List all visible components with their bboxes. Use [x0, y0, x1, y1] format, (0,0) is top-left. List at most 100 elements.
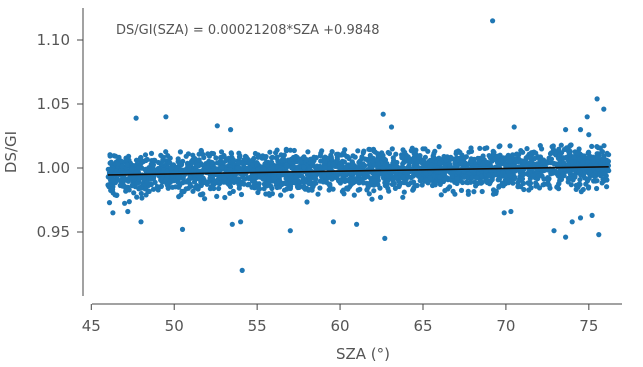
data-point — [146, 169, 152, 175]
data-point — [454, 176, 460, 182]
data-point — [556, 156, 562, 162]
data-point — [138, 190, 144, 197]
data-point — [186, 165, 192, 171]
data-point — [164, 168, 170, 174]
data-point — [171, 170, 177, 176]
data-point — [566, 151, 572, 157]
data-point — [427, 175, 433, 181]
data-point — [377, 194, 384, 200]
data-point — [411, 156, 417, 162]
data-point — [267, 149, 273, 155]
data-point — [507, 173, 513, 179]
data-point — [183, 179, 189, 185]
data-point — [601, 106, 607, 112]
data-point — [471, 189, 477, 195]
data-point — [509, 152, 516, 158]
data-point — [437, 160, 443, 166]
data-point — [573, 186, 579, 192]
data-point — [386, 188, 392, 194]
data-point — [252, 150, 258, 157]
data-point — [187, 174, 193, 180]
data-point — [506, 158, 512, 164]
data-point — [590, 158, 597, 164]
data-point — [106, 200, 113, 206]
data-point — [400, 147, 406, 153]
data-point — [349, 159, 355, 165]
data-point — [148, 176, 154, 182]
data-point — [505, 177, 511, 183]
data-point — [190, 188, 196, 194]
data-point — [307, 187, 313, 193]
data-point — [283, 146, 289, 152]
data-point — [117, 182, 123, 189]
data-point — [572, 173, 578, 179]
data-point — [371, 178, 377, 184]
data-point — [561, 160, 567, 166]
data-point — [401, 189, 407, 195]
data-point — [530, 173, 536, 179]
data-point — [556, 146, 562, 152]
data-point — [181, 188, 187, 195]
data-point — [216, 185, 222, 192]
data-point — [385, 178, 391, 184]
x-axis-title: SZA (°) — [336, 345, 390, 363]
data-point — [386, 150, 393, 157]
data-point — [310, 160, 316, 166]
data-point — [321, 173, 327, 179]
data-point — [124, 162, 130, 168]
data-point — [274, 154, 280, 160]
data-point — [177, 149, 183, 155]
data-point — [494, 153, 500, 159]
data-point — [209, 161, 215, 167]
data-point — [410, 173, 416, 179]
data-point — [571, 155, 577, 161]
data-point — [144, 179, 150, 185]
data-point — [567, 176, 573, 182]
data-point — [400, 194, 406, 200]
data-point — [499, 180, 505, 186]
data-point — [455, 169, 461, 175]
data-point — [584, 159, 590, 165]
data-point — [315, 191, 321, 197]
data-point — [475, 180, 481, 187]
data-point — [163, 149, 169, 155]
data-point — [372, 149, 378, 155]
data-point — [458, 187, 465, 193]
data-point — [371, 182, 377, 188]
regression-line — [107, 165, 609, 176]
data-point — [551, 150, 558, 156]
data-point — [228, 150, 234, 156]
data-point — [114, 192, 120, 198]
data-point — [523, 155, 529, 161]
data-point — [138, 185, 144, 191]
data-point — [110, 177, 116, 183]
data-point — [167, 155, 173, 161]
data-point — [329, 149, 335, 155]
data-point — [133, 115, 139, 121]
data-point — [548, 171, 554, 177]
data-point — [313, 168, 319, 174]
data-point — [590, 172, 597, 178]
data-point — [411, 179, 417, 185]
data-point — [551, 228, 557, 234]
data-point — [152, 158, 158, 164]
data-point — [498, 158, 504, 164]
data-point — [371, 188, 377, 194]
data-point — [297, 159, 303, 165]
data-point — [221, 175, 227, 181]
data-point — [484, 159, 490, 165]
data-point — [189, 158, 195, 164]
data-point — [429, 162, 435, 168]
data-point — [330, 161, 336, 167]
data-point — [326, 187, 332, 193]
data-point — [288, 156, 294, 162]
data-point — [515, 158, 521, 165]
data-point — [349, 175, 355, 181]
data-point — [352, 154, 358, 160]
data-point — [549, 144, 555, 150]
data-point — [289, 165, 295, 171]
data-point — [367, 146, 373, 153]
y-tick-label: 0.95 — [37, 223, 70, 241]
y-tick-label: 1.00 — [37, 159, 70, 177]
data-point — [213, 166, 219, 172]
